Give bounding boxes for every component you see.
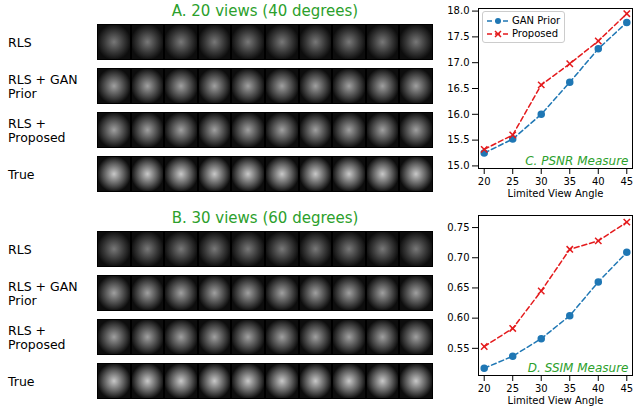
svg-text:30: 30: [535, 383, 548, 394]
svg-text:40: 40: [592, 383, 605, 394]
html-text:GAN Prior: GAN Prior: [512, 15, 561, 26]
svg-text:0.55: 0.55: [447, 343, 469, 354]
svg-text:0.60: 0.60: [447, 312, 469, 323]
svg-text:Limited View Angle: Limited View Angle: [508, 395, 604, 406]
html-text:RLS: RLS: [8, 35, 32, 50]
svg-text:D. SSIM Measure: D. SSIM Measure: [528, 361, 629, 375]
svg-text:0.65: 0.65: [447, 282, 469, 293]
svg-text:C. PSNR Measure: C. PSNR Measure: [525, 154, 628, 168]
html-text:RLS + GAN Prior: RLS + GAN Prior: [8, 279, 78, 308]
svg-text:0.75: 0.75: [447, 222, 469, 233]
svg-text:45: 45: [620, 176, 633, 187]
svg-text:17.5: 17.5: [447, 31, 469, 42]
html-text:RLS + Proposed: RLS + Proposed: [8, 323, 66, 352]
html-text:Proposed: Proposed: [512, 28, 558, 39]
svg-text:35: 35: [563, 383, 576, 394]
html-text:B. 30 views (60 degrees): B. 30 views (60 degrees): [171, 209, 359, 227]
html-text:True: True: [8, 167, 35, 182]
svg-text:45: 45: [620, 383, 633, 394]
svg-text:Limited View Angle: Limited View Angle: [508, 188, 604, 199]
svg-text:15.5: 15.5: [447, 134, 469, 145]
svg-text:17.0: 17.0: [447, 57, 469, 68]
html-text:True: True: [8, 374, 35, 389]
html-text:RLS: RLS: [8, 242, 32, 257]
svg-text:25: 25: [506, 176, 519, 187]
html-text:A. 20 views (40 degrees): A. 20 views (40 degrees): [171, 2, 359, 20]
svg-text:40: 40: [592, 176, 605, 187]
svg-text:15.0: 15.0: [447, 160, 469, 171]
svg-text:20: 20: [478, 176, 491, 187]
svg-text:16.0: 16.0: [447, 109, 469, 120]
svg-text:25: 25: [506, 383, 519, 394]
svg-text:16.5: 16.5: [447, 83, 469, 94]
svg-text:20: 20: [478, 383, 491, 394]
svg-text:30: 30: [535, 176, 548, 187]
html-text:RLS + GAN Prior: RLS + GAN Prior: [8, 72, 78, 101]
svg-text:0.70: 0.70: [447, 252, 469, 263]
html-text:RLS + Proposed: RLS + Proposed: [8, 116, 66, 145]
svg-text:18.0: 18.0: [447, 5, 469, 16]
svg-text:35: 35: [563, 176, 576, 187]
